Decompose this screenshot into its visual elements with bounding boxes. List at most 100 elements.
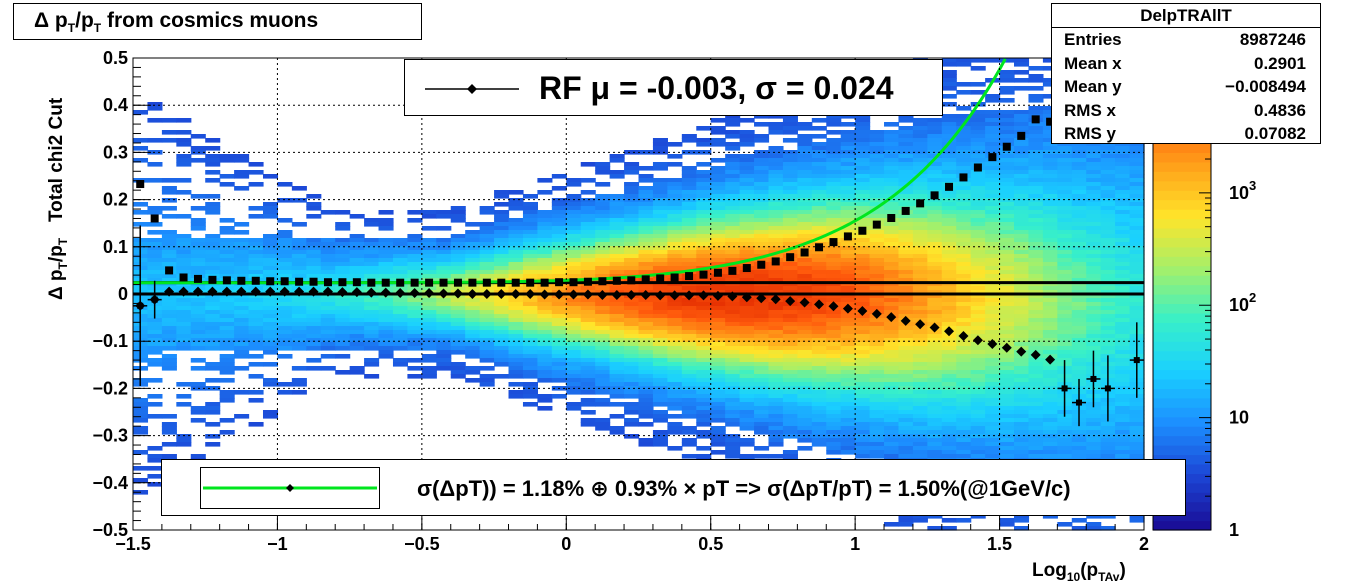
- heat-cell: [956, 114, 972, 119]
- heat-cell: [1028, 374, 1044, 379]
- heat-cell: [855, 410, 871, 415]
- heat-cell: [667, 382, 683, 387]
- heat-cell: [1028, 414, 1044, 419]
- heat-cell: [161, 366, 177, 371]
- heat-cell: [970, 298, 986, 303]
- heat-cell: [970, 366, 986, 371]
- heat-cell: [797, 226, 813, 231]
- heat-cell: [956, 198, 972, 203]
- heat-cell: [840, 294, 856, 299]
- heat-cell: [566, 366, 582, 371]
- heat-cell: [840, 402, 856, 407]
- heat-cell: [912, 310, 928, 315]
- heat-cell: [1100, 254, 1116, 259]
- heat-cell: [205, 302, 221, 307]
- heat-cell: [912, 374, 928, 379]
- heat-cell: [1115, 358, 1131, 363]
- heat-cell: [566, 310, 582, 315]
- heat-cell: [797, 350, 813, 355]
- heat-cell: [768, 234, 784, 239]
- heat-cell: [580, 190, 596, 195]
- heat-cell: [609, 174, 625, 179]
- heat-cell: [1014, 378, 1030, 383]
- heat-cell: [898, 422, 914, 427]
- heat-cell: [999, 70, 1015, 75]
- heat-cell: [508, 258, 524, 263]
- heat-cell: [898, 226, 914, 231]
- heat-cell: [797, 186, 813, 191]
- heat-cell: [739, 238, 755, 243]
- heat-cell: [869, 414, 885, 419]
- heat-cell: [248, 302, 264, 307]
- heat-cell: [696, 446, 712, 451]
- heat-cell: [1042, 134, 1058, 139]
- heat-cell: [638, 222, 654, 227]
- heat-cell: [349, 326, 365, 331]
- heat-cell: [306, 206, 322, 211]
- heat-cell: [855, 162, 871, 167]
- heat-cell: [826, 282, 842, 287]
- heat-cell: [855, 406, 871, 411]
- heat-cell: [941, 82, 957, 87]
- heat-cell: [320, 266, 336, 271]
- heat-cell: [956, 450, 972, 455]
- heat-cell: [1100, 350, 1116, 355]
- heat-cell: [797, 326, 813, 331]
- heat-cell: [1100, 250, 1116, 255]
- heat-cell: [465, 322, 481, 327]
- sigma-marker: [497, 278, 506, 287]
- heat-cell: [566, 250, 582, 255]
- heat-cell: [768, 226, 784, 231]
- heat-cell: [176, 346, 192, 351]
- heat-cell: [306, 254, 322, 259]
- heat-cell: [1071, 214, 1087, 219]
- heat-cell: [147, 334, 163, 339]
- heat-cell: [1129, 402, 1145, 407]
- heat-cell: [1071, 202, 1087, 207]
- heat-cell: [782, 130, 798, 135]
- heat-cell: [927, 170, 943, 175]
- heat-cell: [754, 394, 770, 399]
- heat-cell: [609, 250, 625, 255]
- heat-cell: [811, 394, 827, 399]
- heat-cell: [580, 298, 596, 303]
- heat-cell: [638, 310, 654, 315]
- heat-cell: [1100, 330, 1116, 335]
- heat-cell: [956, 142, 972, 147]
- heat-cell: [927, 358, 943, 363]
- heat-cell: [176, 314, 192, 319]
- heat-cell: [681, 254, 697, 259]
- heat-cell: [725, 130, 741, 135]
- errorbar-marker: [1076, 399, 1083, 406]
- heat-cell: [797, 410, 813, 415]
- heat-cell: [234, 310, 250, 315]
- heat-cell: [1014, 182, 1030, 187]
- rf-marker: [265, 286, 276, 297]
- heat-cell: [1129, 218, 1145, 223]
- heat-cell: [696, 314, 712, 319]
- heat-cell: [494, 210, 510, 215]
- heat-cell: [970, 234, 986, 239]
- heat-cell: [147, 346, 163, 351]
- heat-cell: [147, 238, 163, 243]
- heat-cell: [262, 362, 279, 367]
- heat-cell: [335, 266, 351, 271]
- heat-cell: [898, 274, 914, 279]
- heat-cell: [566, 346, 582, 351]
- heat-cell: [1042, 194, 1058, 199]
- heat-cell: [291, 302, 307, 307]
- heat-cell: [1028, 206, 1044, 211]
- heat-cell: [566, 350, 582, 355]
- heat-cell: [999, 410, 1015, 415]
- heat-cell: [407, 242, 423, 247]
- heat-cell: [609, 334, 625, 339]
- heat-cell: [811, 162, 827, 167]
- sigma-marker: [511, 278, 520, 287]
- heat-cell: [999, 206, 1015, 211]
- heat-cell: [869, 434, 885, 439]
- heat-cell: [1100, 194, 1116, 199]
- heat-cell: [1014, 282, 1030, 287]
- heat-cell: [1115, 214, 1131, 219]
- heat-cell: [638, 342, 654, 347]
- heat-cell: [190, 158, 206, 163]
